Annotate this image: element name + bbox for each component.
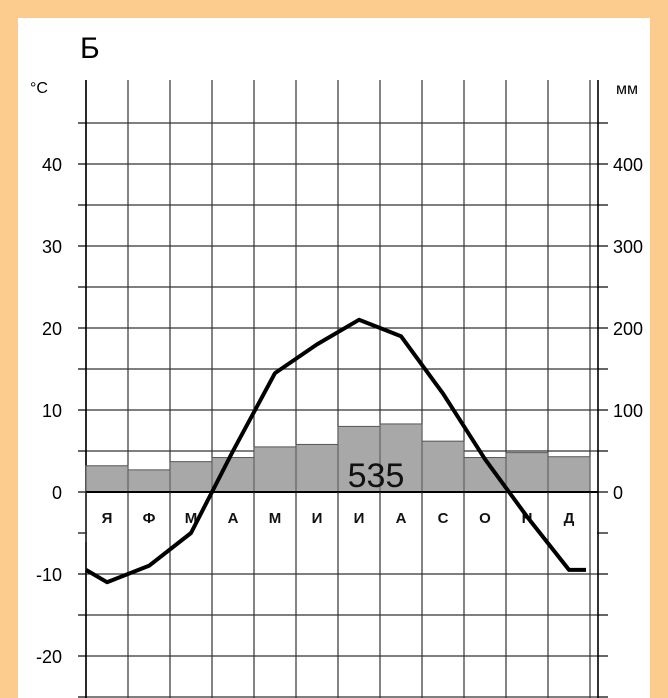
month-label: Д [564,510,575,527]
month-label: С [438,510,449,527]
left-axis-tick-label: 30 [42,237,62,257]
precipitation-bar [295,443,339,493]
precipitation-bar [127,469,171,493]
left-axis-tick-label: -20 [36,647,62,667]
precipitation-total: 535 [348,457,405,495]
precipitation-bar [211,457,255,493]
month-label: М [269,510,282,527]
precipitation-bar [85,465,129,493]
month-label: О [479,510,491,527]
precipitation-bar [337,425,381,493]
panel-label: Б [80,32,100,65]
precipitation-bar [463,457,507,493]
month-label: А [228,510,239,527]
month-row-background [87,494,597,542]
right-axis-unit: мм [616,81,638,98]
right-axis-tick-label: 300 [613,237,643,257]
left-axis-tick-label: 0 [52,483,62,503]
right-axis-tick-label: 400 [613,155,643,175]
month-label: И [312,510,323,527]
right-axis-tick-label: 100 [613,401,643,421]
left-axis-tick-label: -10 [36,565,62,585]
precipitation-bar [547,456,591,493]
precipitation-bar [253,446,297,493]
left-axis-unit: °C [30,80,48,97]
left-axis-tick-label: 40 [42,155,62,175]
right-axis-tick-label: 0 [613,483,623,503]
temperature-line [84,317,586,585]
left-axis-tick-label: 20 [42,319,62,339]
precipitation-bar [505,452,549,493]
left-axis-tick-label: 10 [42,401,62,421]
month-label: Я [102,510,113,527]
precipitation-bar [421,440,465,493]
right-axis-tick-label: 200 [613,319,643,339]
month-label: И [354,510,365,527]
month-label: Ф [143,510,156,527]
precipitation-bar [169,461,213,493]
precipitation-bar [379,423,423,493]
month-label: А [396,510,407,527]
chart-panel [18,18,650,698]
